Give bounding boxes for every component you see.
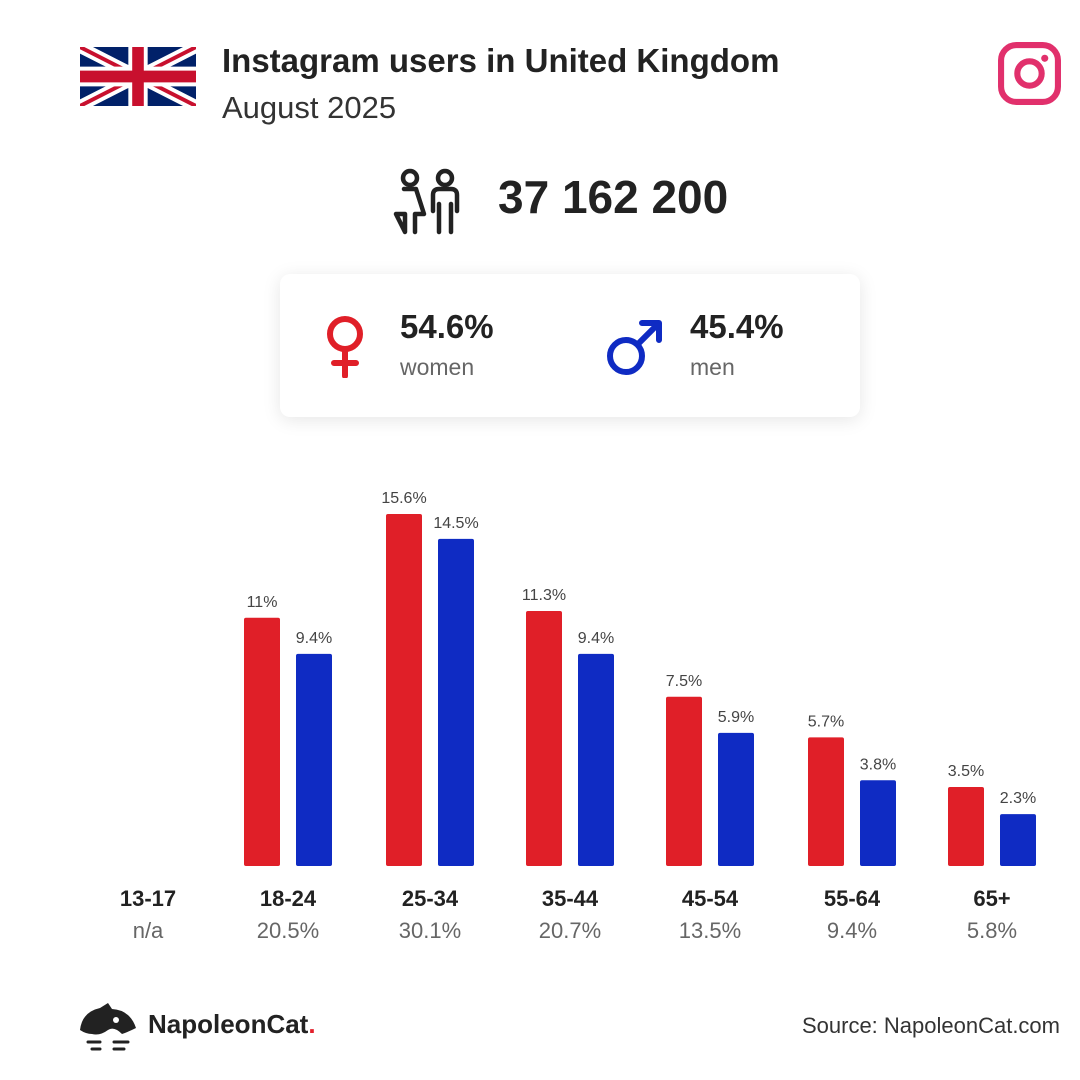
bar-women-35-44: [526, 611, 562, 866]
total-users: 37 162 200: [498, 171, 729, 223]
data-label-women-45-54: 7.5%: [666, 673, 702, 690]
data-label-women-35-44: 11.3%: [522, 587, 566, 604]
source-text: Source: NapoleonCat.com: [801, 1013, 1060, 1038]
men-label: men: [690, 354, 735, 380]
women-percentage: 54.6%: [400, 308, 494, 345]
age-group-label: 13-17: [120, 886, 176, 911]
age-gender-bar-chart: 13-17 n/a 11% 9.4% 18-24 20.5% 15.6% 14.5% 25-34…: [120, 490, 1036, 943]
data-label-men-45-54: 5.9%: [718, 709, 754, 726]
data-label-men-65+: 2.3%: [1000, 790, 1036, 807]
age-group-total: 30.1%: [399, 918, 461, 943]
data-label-women-25-34: 15.6%: [381, 490, 426, 507]
bar-men-65+: [1000, 814, 1036, 866]
women-label: women: [400, 354, 475, 380]
bar-men-25-34: [438, 538, 474, 866]
data-label-women-18-24: 11%: [247, 594, 278, 611]
data-label-men-18-24: 9.4%: [296, 630, 332, 647]
age-group-total: 20.5%: [257, 918, 319, 943]
bar-women-55-64: [808, 737, 844, 866]
age-group-total: 20.7%: [539, 918, 601, 943]
bar-men-35-44: [578, 653, 614, 866]
gender-split-card: 54.6% women 45.4% men: [280, 274, 860, 417]
age-group-total: n/a: [133, 918, 164, 943]
age-group-label: 45-54: [682, 886, 739, 911]
brand-text: NapoleonCat: [148, 1009, 309, 1039]
data-label-men-55-64: 3.8%: [860, 756, 896, 773]
age-group-label: 55-64: [824, 886, 881, 911]
age-group-label: 25-34: [402, 886, 459, 911]
bar-men-55-64: [860, 780, 896, 866]
age-group-total: 5.8%: [967, 918, 1017, 943]
men-percentage: 45.4%: [690, 308, 784, 345]
age-group-label: 65+: [973, 886, 1010, 911]
napoleoncat-logo-icon: [80, 1003, 136, 1051]
female-symbol-icon: [327, 316, 363, 378]
brand-dot: .: [308, 1009, 316, 1039]
age-group-total: 13.5%: [679, 918, 741, 943]
data-label-women-65+: 3.5%: [948, 763, 984, 780]
bar-men-18-24: [296, 653, 332, 866]
age-group-label: 35-44: [542, 886, 599, 911]
age-group-total: 9.4%: [827, 918, 877, 943]
users-icon: [393, 168, 460, 235]
bar-women-18-24: [244, 617, 280, 866]
brand-name: NapoleonCat.: [148, 1009, 316, 1040]
data-label-women-55-64: 5.7%: [808, 713, 844, 730]
united-kingdom-flag-icon: [80, 47, 196, 106]
bar-women-45-54: [666, 696, 702, 866]
bar-women-65+: [948, 787, 984, 866]
age-group-label: 18-24: [260, 886, 317, 911]
page-title: Instagram users in United Kingdom: [222, 42, 780, 79]
instagram-icon: [998, 42, 1061, 105]
bar-men-45-54: [718, 732, 754, 866]
page-subtitle: August 2025: [222, 90, 397, 125]
data-label-men-25-34: 14.5%: [433, 515, 478, 532]
bar-women-25-34: [386, 514, 422, 866]
data-label-men-35-44: 9.4%: [578, 630, 614, 647]
male-symbol-icon: [607, 320, 662, 375]
